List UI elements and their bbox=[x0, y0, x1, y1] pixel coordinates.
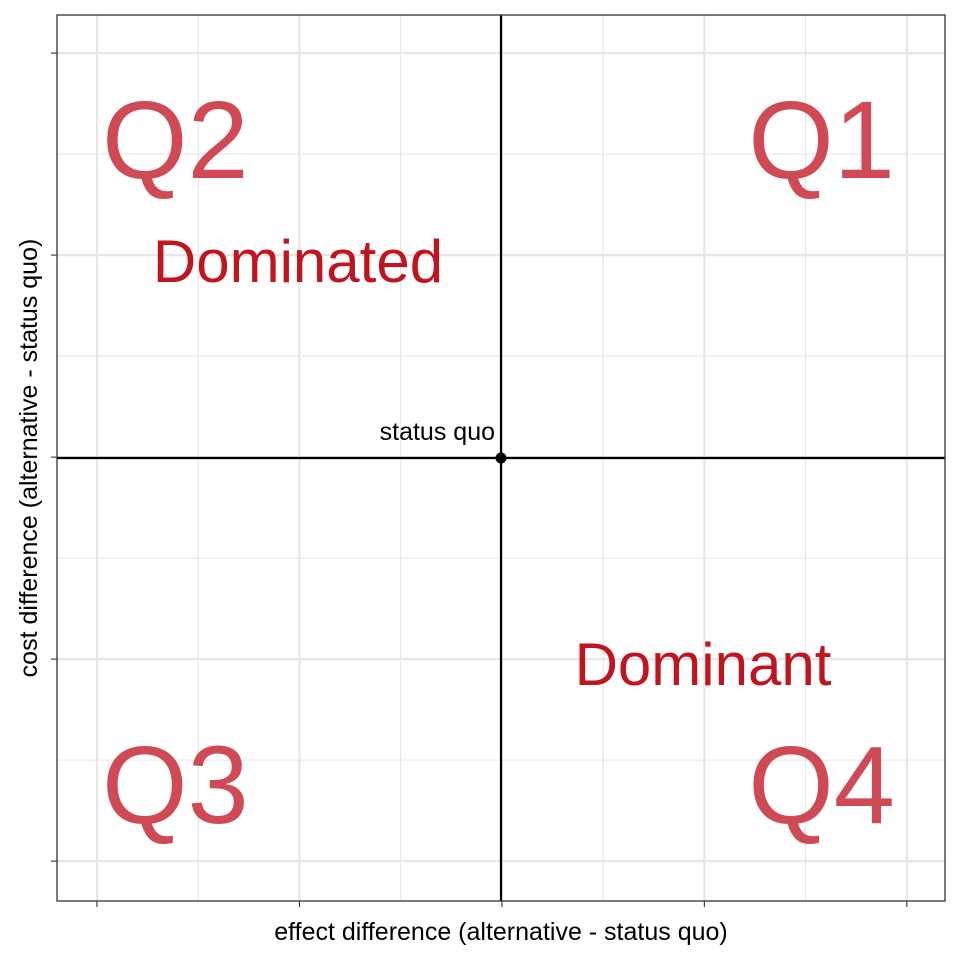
quadrant-label-q2: Q2 bbox=[102, 79, 249, 202]
labels-layer: Q1 Q2 Q3 Q4 Dominated Dominant bbox=[102, 79, 895, 847]
axis-ticks bbox=[51, 52, 908, 907]
annotation-dominant: Dominant bbox=[575, 631, 832, 698]
y-axis-label: cost difference (alternative - status qu… bbox=[15, 239, 43, 678]
quadrant-label-q1: Q1 bbox=[748, 79, 895, 202]
panel-border bbox=[56, 14, 946, 902]
point-label-status-quo: status quo bbox=[380, 418, 495, 446]
quadrant-label-q3: Q3 bbox=[102, 724, 249, 847]
quadrant-label-q4: Q4 bbox=[748, 724, 895, 847]
annotation-dominated: Dominated bbox=[153, 228, 443, 295]
point-status-quo bbox=[495, 452, 507, 464]
points-layer: status quo bbox=[380, 418, 507, 464]
x-axis-label: effect difference (alternative - status … bbox=[274, 918, 728, 946]
